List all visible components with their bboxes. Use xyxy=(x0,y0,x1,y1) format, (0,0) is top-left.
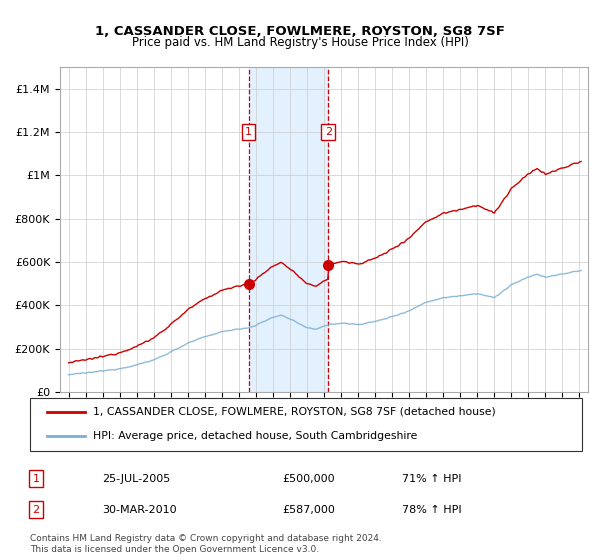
Text: 1: 1 xyxy=(245,127,252,137)
Text: 2: 2 xyxy=(325,127,332,137)
Text: 71% ↑ HPI: 71% ↑ HPI xyxy=(402,474,461,484)
Bar xyxy=(248,67,328,392)
Text: Price paid vs. HM Land Registry's House Price Index (HPI): Price paid vs. HM Land Registry's House … xyxy=(131,36,469,49)
Text: 30-MAR-2010: 30-MAR-2010 xyxy=(102,505,176,515)
Text: 1: 1 xyxy=(32,474,40,484)
Text: This data is licensed under the Open Government Licence v3.0.: This data is licensed under the Open Gov… xyxy=(30,545,319,554)
Text: £587,000: £587,000 xyxy=(282,505,335,515)
Text: Contains HM Land Registry data © Crown copyright and database right 2024.: Contains HM Land Registry data © Crown c… xyxy=(30,534,382,543)
Text: 78% ↑ HPI: 78% ↑ HPI xyxy=(402,505,461,515)
Text: 25-JUL-2005: 25-JUL-2005 xyxy=(102,474,170,484)
Text: 1, CASSANDER CLOSE, FOWLMERE, ROYSTON, SG8 7SF (detached house): 1, CASSANDER CLOSE, FOWLMERE, ROYSTON, S… xyxy=(94,407,496,417)
Text: 2: 2 xyxy=(32,505,40,515)
Text: HPI: Average price, detached house, South Cambridgeshire: HPI: Average price, detached house, Sout… xyxy=(94,431,418,441)
Text: £500,000: £500,000 xyxy=(282,474,335,484)
Text: 1, CASSANDER CLOSE, FOWLMERE, ROYSTON, SG8 7SF: 1, CASSANDER CLOSE, FOWLMERE, ROYSTON, S… xyxy=(95,25,505,38)
FancyBboxPatch shape xyxy=(30,398,582,451)
